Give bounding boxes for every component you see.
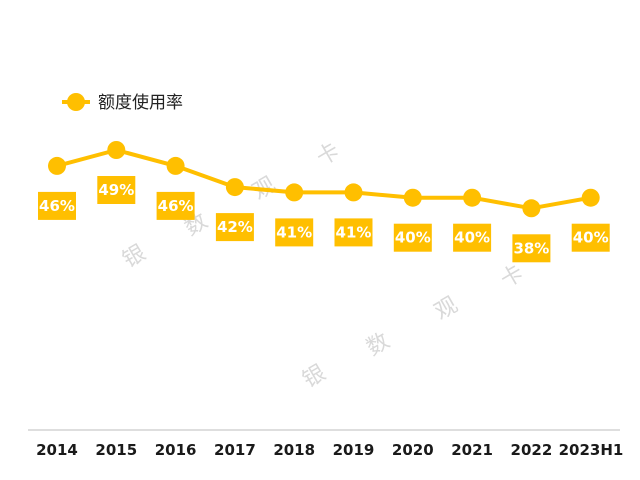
legend: 额度使用率 <box>62 92 183 113</box>
watermark-char: 卡 <box>497 261 529 294</box>
x-tick-label: 2021 <box>451 441 493 459</box>
data-label-box <box>334 218 373 247</box>
data-label: 40% <box>395 229 431 247</box>
x-tick-label: 2018 <box>273 441 315 459</box>
x-tick-labels: 2014 2015 2016 2017 2018 2019 2020 2021 2022 2023… <box>36 441 623 459</box>
data-point <box>344 183 363 202</box>
data-point <box>463 188 482 207</box>
data-label: 41% <box>336 223 372 241</box>
data-labels: 46% 49% 46% 42% 41% 41% 40% 40% 38% 40% <box>38 176 610 263</box>
data-label: 41% <box>276 223 312 241</box>
x-tick-label: 2023H1 <box>559 441 624 459</box>
data-label-box <box>512 234 551 263</box>
data-point <box>166 156 185 175</box>
watermark-char: 数 <box>363 329 395 362</box>
data-point <box>225 178 244 197</box>
x-tick-label: 2014 <box>36 441 78 459</box>
data-label-box <box>97 176 136 204</box>
data-label: 40% <box>573 229 609 247</box>
data-label-box <box>275 218 314 247</box>
data-point <box>48 156 66 175</box>
x-tick-label: 2020 <box>392 441 434 459</box>
legend-label: 额度使用率 <box>98 92 183 113</box>
x-tick-label: 2019 <box>333 441 375 459</box>
watermark-char: 银 <box>299 361 331 394</box>
data-label-box <box>393 223 432 252</box>
data-label: 40% <box>454 229 490 247</box>
data-label-box <box>215 213 254 242</box>
watermark-char: 银 <box>119 241 151 274</box>
x-tick-label: 2015 <box>95 441 137 459</box>
data-point <box>403 188 422 207</box>
data-label-box <box>156 191 195 220</box>
watermark-char: 卡 <box>313 139 345 172</box>
series-line <box>56 148 592 211</box>
x-tick-label: 2022 <box>511 441 553 459</box>
watermark-char: 观 <box>431 293 463 326</box>
data-point <box>581 188 600 207</box>
data-label-box <box>571 223 610 252</box>
x-tick-label: 2016 <box>155 441 197 459</box>
x-tick-label: 2017 <box>214 441 256 459</box>
data-label: 42% <box>217 218 253 236</box>
data-label-box <box>38 191 76 220</box>
data-point <box>107 141 126 159</box>
legend-marker-icon <box>67 93 85 111</box>
data-label: 46% <box>39 197 75 215</box>
data-label: 46% <box>158 197 194 215</box>
series-points <box>48 141 600 218</box>
data-label: 49% <box>98 181 134 199</box>
data-point <box>522 199 541 218</box>
data-label-box <box>453 223 492 252</box>
data-label: 38% <box>513 239 549 257</box>
data-point <box>285 183 304 202</box>
